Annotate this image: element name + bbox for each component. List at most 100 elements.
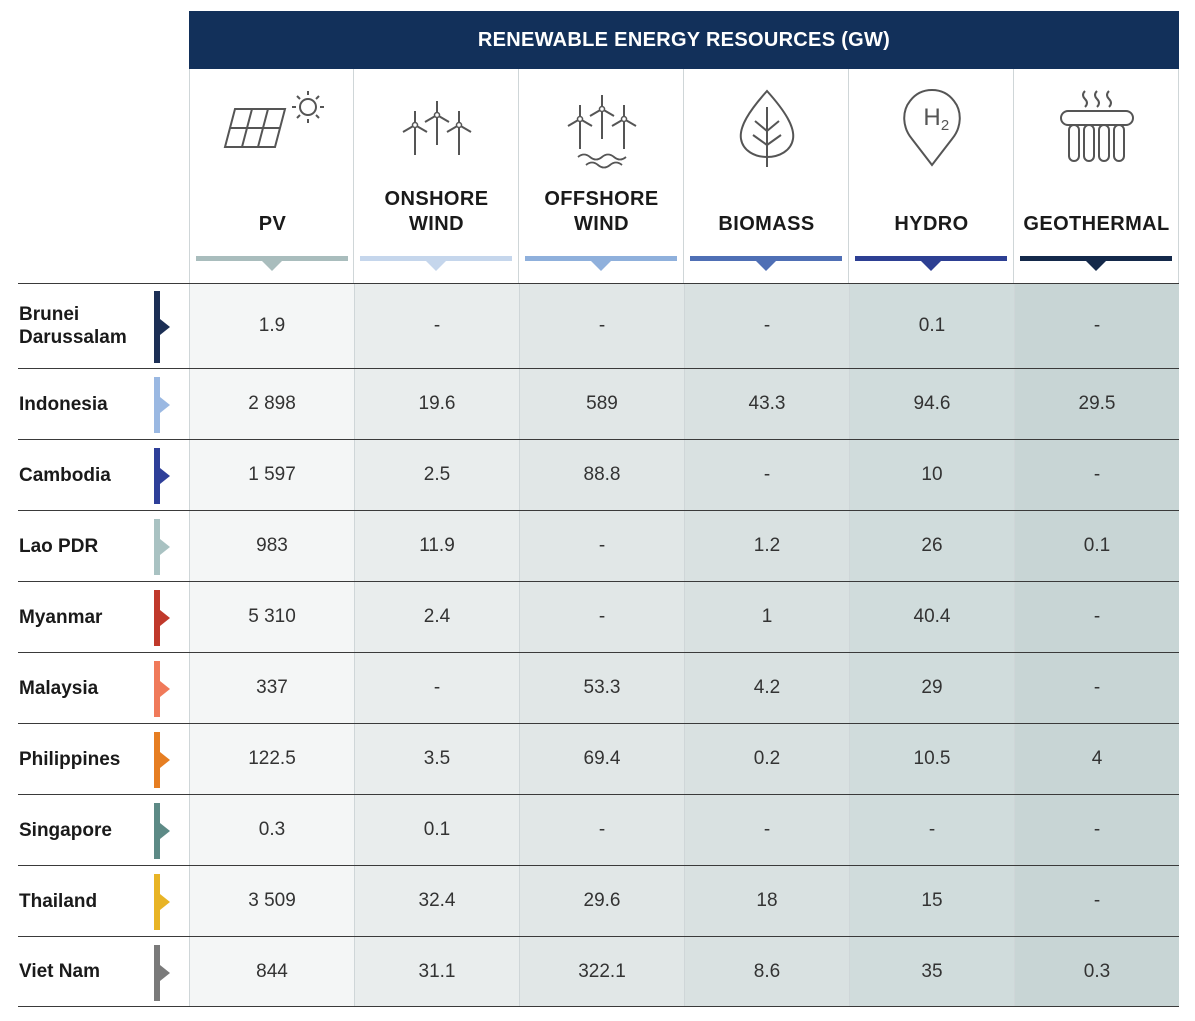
table-cell: 0.3 [189,795,354,865]
column-pointer-icon [921,261,941,271]
table-row: Cambodia 1 597 2.5 88.8-10- [18,439,1179,510]
table-cell: 122.5 [189,724,354,794]
table-row: Thailand 3 509 32.4 29.6 18 15- [18,865,1179,936]
table-row: Singapore 0.3 0.1- - - - [18,794,1179,865]
country-color-marker [154,376,160,433]
table-cell: 8.6 [684,937,849,1006]
column-pointer-icon [591,261,611,271]
table-cell: - [1014,440,1179,510]
country-pointer-icon [160,751,170,768]
table-row: Viet Nam 844 31.1 322.1 8.6 35 0.3 [18,936,1179,1007]
table-cell: 0.1 [849,284,1014,368]
country-color-marker [154,589,160,646]
svg-text:2: 2 [940,117,948,134]
table-cell: 19.6 [354,369,519,439]
table-row: Brunei Darussalam 1.9- - -0.1- [18,283,1179,368]
column-color-bar [360,256,512,261]
country-name: Viet Nam [19,961,100,982]
column-color-bar [690,256,842,261]
table-cell: 2 898 [189,369,354,439]
resource-table: Brunei Darussalam 1.9- - -0.1- Indonesia 2 89… [18,283,1179,1007]
table-cell: 4 [1014,724,1179,794]
table-cell: 10 [849,440,1014,510]
country-pointer-icon [160,893,170,910]
table-cell: - [1014,653,1179,723]
table-cell: - [519,511,684,581]
country-name: Lao PDR [19,535,99,557]
solar-panel-icon [190,87,355,177]
column-label: ONSHORE WIND [384,188,489,235]
table-cell: 11.9 [354,511,519,581]
column-label: GEOTHERMAL [1023,213,1170,235]
country-color-marker [154,290,160,363]
table-cell: - [354,284,519,368]
country-pointer-icon [160,680,170,697]
geothermal-icon [1014,87,1179,177]
column-header: GEOTHERMAL [1014,69,1179,283]
table-cell: 35 [849,937,1014,1006]
table-cell: 844 [189,937,354,1006]
table-title: RENEWABLE ENERGY RESOURCES (GW) [189,11,1179,69]
table-cell: - [354,653,519,723]
table-cell: - [519,284,684,368]
column-color-bar [855,256,1007,261]
country-name: Myanmar [19,606,103,628]
table-cell: 337 [189,653,354,723]
country-name: Singapore [19,819,112,841]
table-cell: 3 509 [189,866,354,936]
table-cell: - [1014,284,1179,368]
country-pointer-icon [160,396,170,413]
country-pointer-icon [160,538,170,555]
column-header: BIOMASS [684,69,849,283]
wind-turbine-icon [354,87,519,177]
country-name: Thailand [19,890,98,912]
table-cell: 69.4 [519,724,684,794]
country-pointer-icon [160,318,170,335]
table-cell: 53.3 [519,653,684,723]
table-cell: - [1014,582,1179,652]
table-cell: - [849,795,1014,865]
column-pointer-icon [262,261,282,271]
country-name: Malaysia [19,677,99,699]
column-pointer-icon [426,261,446,271]
table-cell: 18 [684,866,849,936]
country-name: Brunei Darussalam [19,304,127,348]
column-header: ONSHORE WIND [354,69,519,283]
table-row: Philippines 122.5 3.5 69.4 0.2 10.5 4 [18,723,1179,794]
country-name: Cambodia [19,464,111,486]
table-cell: - [684,440,849,510]
table-cell: 2.5 [354,440,519,510]
country-color-marker [154,731,160,788]
column-header: H 2 HYDRO [849,69,1014,283]
column-label: HYDRO [894,213,969,235]
table-cell: 1 [684,582,849,652]
column-label: BIOMASS [718,213,815,235]
table-cell: - [519,795,684,865]
country-pointer-icon [160,467,170,484]
column-header-row: PV ONSHORE WIND OFFSHORE WIND BIOMASS H 2 HYDR… [189,69,1179,283]
column-header: PV [189,69,354,283]
table-cell: 29 [849,653,1014,723]
table-cell: 3.5 [354,724,519,794]
table-cell: 26 [849,511,1014,581]
table-cell: 0.3 [1014,937,1179,1006]
country-color-marker [154,944,160,1001]
country-pointer-icon [160,609,170,626]
table-cell: - [519,582,684,652]
table-row: Myanmar 5 310 2.4-1 40.4- [18,581,1179,652]
country-color-marker [154,518,160,575]
table-cell: 0.1 [354,795,519,865]
table-cell: 1 597 [189,440,354,510]
country-color-marker [154,447,160,504]
country-color-marker [154,802,160,859]
table-cell: 31.1 [354,937,519,1006]
country-pointer-icon [160,964,170,981]
column-color-bar [525,256,677,261]
svg-text:H: H [923,104,940,131]
column-header: OFFSHORE WIND [519,69,684,283]
table-cell: 10.5 [849,724,1014,794]
country-name: Philippines [19,748,121,770]
table-cell: - [1014,866,1179,936]
column-label: OFFSHORE WIND [544,188,659,235]
